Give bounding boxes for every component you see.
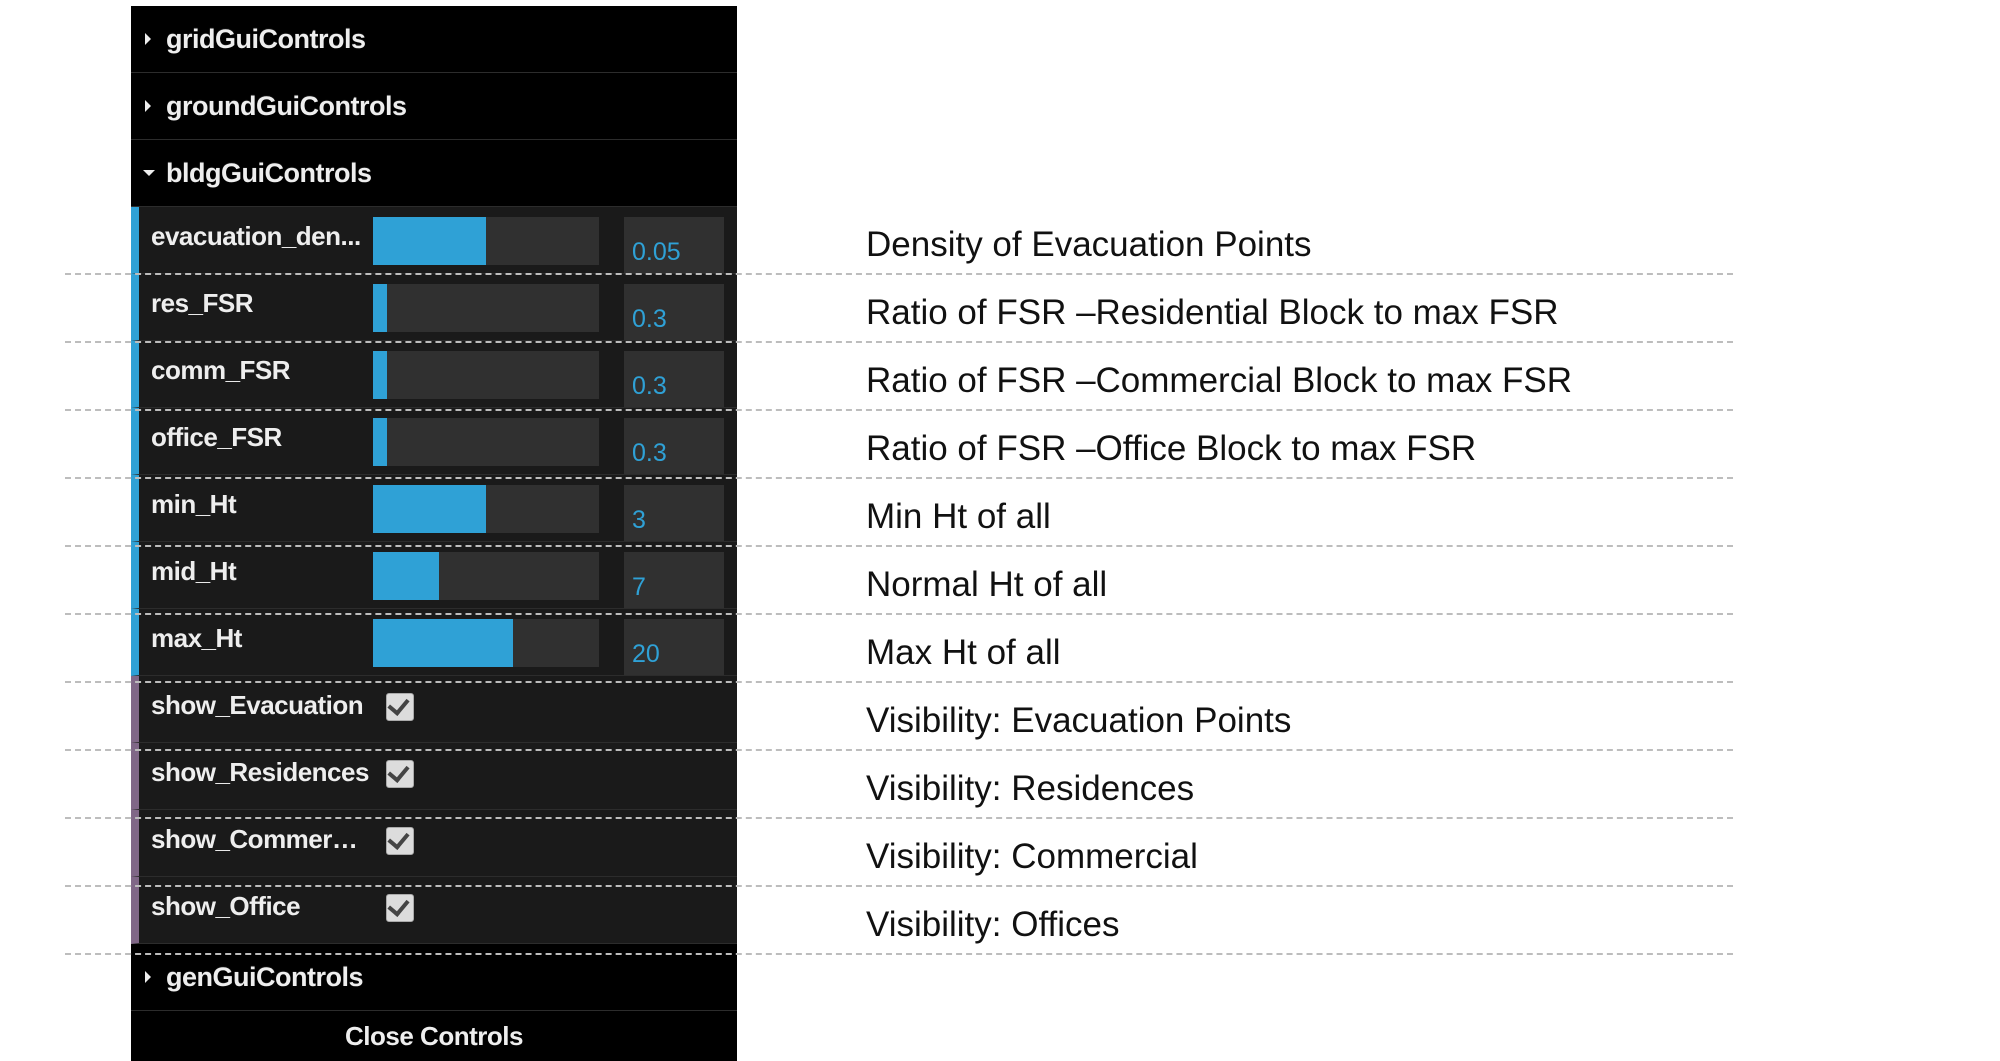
number-value: 3 <box>632 506 646 534</box>
checkmark-icon <box>387 760 410 783</box>
annotation-label: Normal Ht of all <box>866 565 1108 604</box>
dashed-separator <box>65 953 1733 955</box>
slider-fill <box>373 351 387 399</box>
dashed-separator <box>65 681 1733 683</box>
control-label: show_Evacuation <box>151 690 364 720</box>
checkmark-icon <box>387 894 410 917</box>
slider-min-ht[interactable] <box>373 485 599 533</box>
checkbox-show-office[interactable] <box>386 894 414 922</box>
number-input-min-ht[interactable]: 3 <box>624 485 724 541</box>
dashed-separator <box>65 885 1733 887</box>
control-row-res-fsr: res_FSR 0.3 <box>131 274 737 341</box>
annotation-label: Ratio of FSR –Residential Block to max F… <box>866 293 1559 332</box>
number-input-max-ht[interactable]: 20 <box>624 619 724 675</box>
control-label: mid_Ht <box>151 556 237 586</box>
slider-res-fsr[interactable] <box>373 284 599 332</box>
slider-fill <box>373 485 486 533</box>
folder-title: groundGuiControls <box>166 91 407 121</box>
control-label: office_FSR <box>151 422 282 452</box>
caret-right-icon <box>145 100 151 112</box>
folder-bldgguicontrols[interactable]: bldgGuiControls <box>131 140 737 207</box>
caret-right-icon <box>145 971 151 983</box>
dashed-separator <box>65 341 1733 343</box>
slider-mid-ht[interactable] <box>373 552 599 600</box>
number-value: 7 <box>632 573 646 601</box>
checkbox-show-evacuation[interactable] <box>386 693 414 721</box>
number-value: 0.3 <box>632 305 667 333</box>
folder-gridguicontrols[interactable]: gridGuiControls <box>131 6 737 73</box>
number-input-res-fsr[interactable]: 0.3 <box>624 284 724 340</box>
annotation-label: Ratio of FSR –Commercial Block to max FS… <box>866 361 1573 400</box>
dashed-separator <box>65 273 1733 275</box>
control-row-office-fsr: office_FSR 0.3 <box>131 408 737 475</box>
control-row-show-evacuation: show_Evacuation <box>131 676 737 743</box>
control-row-evacuation-den: evacuation_den... 0.05 <box>131 207 737 274</box>
number-input-office-fsr[interactable]: 0.3 <box>624 418 724 474</box>
close-controls-button[interactable]: Close Controls <box>131 1011 737 1061</box>
annotation-label: Visibility: Residences <box>866 769 1195 808</box>
folder-title: gridGuiControls <box>166 24 366 54</box>
slider-fill <box>373 619 514 667</box>
folder-genguicontrols[interactable]: genGuiControls <box>131 944 737 1011</box>
slider-office-fsr[interactable] <box>373 418 599 466</box>
control-label: comm_FSR <box>151 355 291 385</box>
control-label: max_Ht <box>151 623 242 653</box>
control-label: res_FSR <box>151 288 254 318</box>
number-input-evacuation-den[interactable]: 0.05 <box>624 217 724 273</box>
annotation-label: Visibility: Commercial <box>866 837 1198 876</box>
bldg-controls-list: evacuation_den... 0.05 res_FSR 0.3 comm_FSR 0… <box>131 207 737 944</box>
control-row-min-ht: min_Ht 3 <box>131 475 737 542</box>
controls-panel: gridGuiControls groundGuiControls bldgGuiC… <box>131 6 737 1061</box>
annotation-label: Max Ht of all <box>866 633 1061 672</box>
control-label: evacuation_den... <box>151 221 361 251</box>
checkmark-icon <box>387 827 410 850</box>
annotation-label: Visibility: Offices <box>866 905 1120 944</box>
control-row-comm-fsr: comm_FSR 0.3 <box>131 341 737 408</box>
dashed-separator <box>65 817 1733 819</box>
dashed-separator <box>65 477 1733 479</box>
number-value: 0.3 <box>632 372 667 400</box>
slider-fill <box>373 418 387 466</box>
annotation-label: Density of Evacuation Points <box>866 225 1312 264</box>
dashed-separator <box>65 749 1733 751</box>
control-row-show-residences: show_Residences <box>131 743 737 810</box>
checkbox-show-commercial[interactable] <box>386 827 414 855</box>
control-row-show-office: show_Office <box>131 877 737 944</box>
slider-fill <box>373 552 439 600</box>
slider-fill <box>373 217 486 265</box>
annotation-label: Ratio of FSR –Office Block to max FSR <box>866 429 1477 468</box>
number-value: 20 <box>632 640 660 668</box>
folder-title: bldgGuiControls <box>166 158 372 188</box>
checkmark-icon <box>387 693 410 716</box>
slider-max-ht[interactable] <box>373 619 599 667</box>
number-value: 0.3 <box>632 439 667 467</box>
caret-right-icon <box>145 33 151 45</box>
checkbox-show-residences[interactable] <box>386 760 414 788</box>
control-label: show_Residences <box>151 757 369 787</box>
annotation-label: Visibility: Evacuation Points <box>866 701 1292 740</box>
caret-down-icon <box>143 170 155 176</box>
folder-title: genGuiControls <box>166 962 364 992</box>
slider-fill <box>373 284 387 332</box>
number-input-comm-fsr[interactable]: 0.3 <box>624 351 724 407</box>
control-row-max-ht: max_Ht 20 <box>131 609 737 676</box>
dashed-separator <box>65 613 1733 615</box>
control-label: min_Ht <box>151 489 237 519</box>
folder-groundguicontrols[interactable]: groundGuiControls <box>131 73 737 140</box>
number-value: 0.05 <box>632 238 681 266</box>
slider-evacuation-den[interactable] <box>373 217 599 265</box>
dashed-separator <box>65 409 1733 411</box>
control-row-mid-ht: mid_Ht 7 <box>131 542 737 609</box>
annotation-label: Min Ht of all <box>866 497 1051 536</box>
slider-comm-fsr[interactable] <box>373 351 599 399</box>
number-input-mid-ht[interactable]: 7 <box>624 552 724 608</box>
control-row-show-commercial: show_Commercial <box>131 810 737 877</box>
dashed-separator <box>65 545 1733 547</box>
